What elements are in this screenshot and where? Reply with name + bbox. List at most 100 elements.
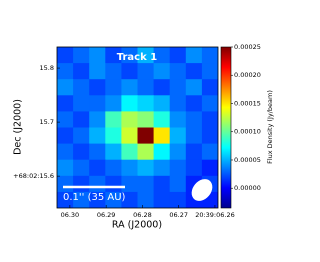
heat-cell [137,127,154,144]
heat-cell [121,47,138,64]
colorbar-tick-label: 0.00010 [234,128,261,136]
heat-cell [169,95,187,112]
heat-cell [169,79,187,96]
heat-cell [57,175,74,193]
scale-bar-label: 0.1'' (35 AU) [63,192,126,203]
heat-cell [105,127,122,144]
heat-cell [169,63,187,80]
heat-cell [89,95,106,112]
heat-cell [57,191,74,208]
heat-cell [105,159,122,177]
heat-cell [121,95,138,112]
x-tick-label: 06.27 [169,211,188,219]
heat-cell [137,79,154,96]
heat-cell [73,47,90,64]
heat-cell [201,95,218,112]
heat-cell [185,47,203,64]
heat-cell [73,79,90,96]
heat-cell [185,79,203,96]
heat-cell [57,47,74,64]
heat-cell [153,127,171,144]
heat-cell [89,79,106,96]
heat-cell [153,79,171,96]
heat-cell [153,159,171,177]
heat-cell [137,191,154,208]
heat-cell [121,175,138,193]
heat-cell [105,143,122,161]
heat-cell [121,191,138,208]
x-axis-label: RA (J2000) [112,220,162,231]
heat-cell [57,79,74,96]
heat-cell [89,63,106,80]
heat-cell [201,79,218,96]
heat-cell [73,159,90,177]
heat-cell [57,63,74,80]
heat-cell [73,143,90,161]
heat-cell [89,127,106,144]
heat-cell [57,127,74,144]
heat-cell [153,175,171,193]
heat-cell [185,111,203,128]
heat-cell [201,111,218,128]
y-tick-label: 15.8 [40,64,54,72]
heat-cell [169,47,187,64]
heat-cell [169,127,187,144]
chart: Track 1 0.1'' (35 AU) RA (J2000) Dec (J2… [13,43,275,231]
y-tick-label: +68:02:15.6 [13,172,54,180]
heat-cell [201,47,218,64]
heat-cell [73,127,90,144]
heat-cell [137,175,154,193]
colorbar-label: Flux Density (Jy/beam) [266,90,274,164]
heat-cell [89,143,106,161]
heat-cell [153,191,171,208]
heat-cell [105,63,122,80]
heat-cell [89,159,106,177]
heat-cell [57,159,74,177]
plot-frame [56,46,219,209]
y-axis-label: Dec (J2000) [13,99,24,155]
x-tick-label: 20:39:06.26 [195,211,235,219]
heat-cell [185,143,203,161]
heat-cell [105,175,122,193]
heat-cell [137,63,154,80]
heat-cell [169,143,187,161]
heat-cell [153,143,171,161]
heat-cell [57,143,74,161]
heat-cell [169,111,187,128]
x-tick-label: 06.28 [133,211,152,219]
heat-cell [137,143,154,161]
heat-cell [169,175,187,193]
heat-cell [89,191,106,208]
colorbar-tick-label: 0.00020 [234,71,261,79]
heat-cell [73,191,90,208]
heat-cell [201,63,218,80]
heat-cell [73,63,90,80]
heat-cell [121,111,138,128]
heat-cell [121,159,138,177]
heat-cell [105,95,122,112]
heat-cell [121,143,138,161]
heat-cell [169,159,187,177]
heat-cell [201,143,218,161]
heat-cell [185,159,203,177]
heat-cell [137,111,154,128]
heat-cell [105,47,122,64]
x-tick-label: 06.29 [97,211,116,219]
heat-cell [137,95,154,112]
heat-cell [89,111,106,128]
heat-cell [169,191,187,208]
heat-cell [73,175,90,193]
heat-cell [121,63,138,80]
heat-cell [57,95,74,112]
heat-cell [73,95,90,112]
heat-cell [153,47,171,64]
colorbar [220,46,232,209]
colorbar-tick-label: 0.00005 [234,156,261,164]
heat-cell [185,95,203,112]
heat-cell [89,47,106,64]
heat-cell [105,191,122,208]
heatmap [57,47,218,208]
heat-cell [137,159,154,177]
heat-cell [89,175,106,193]
heat-cell [137,47,154,64]
